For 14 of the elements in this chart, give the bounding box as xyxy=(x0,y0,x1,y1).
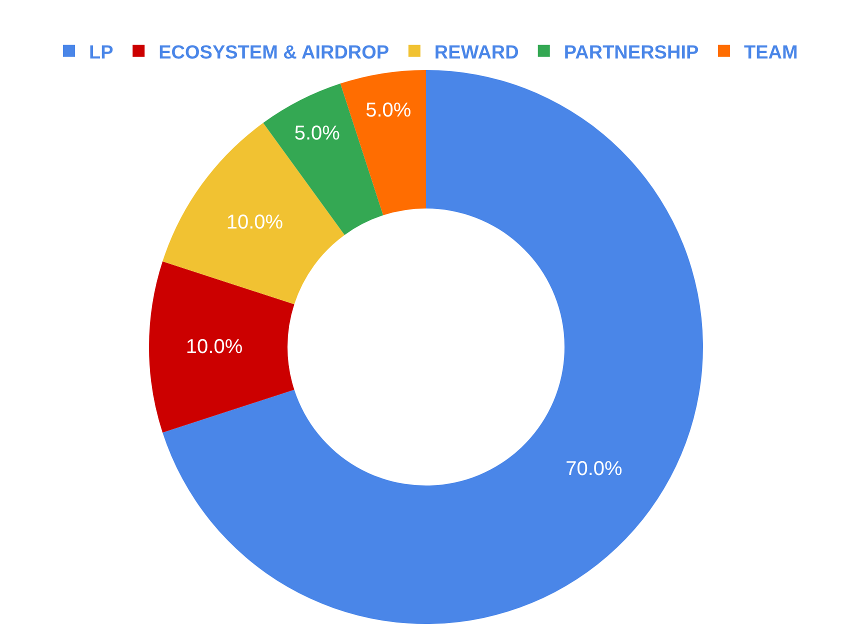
donut-slice xyxy=(162,70,703,624)
legend-label: PARTNERSHIP xyxy=(564,42,699,64)
data-label: 10.0% xyxy=(186,336,243,358)
legend-label: ECOSYSTEM & AIRDROP xyxy=(158,42,390,64)
legend-label: REWARD xyxy=(434,42,519,64)
data-label: 10.0% xyxy=(226,212,284,234)
donut-slice xyxy=(150,261,294,433)
data-label: 5.0% xyxy=(294,122,340,145)
data-label: 5.0% xyxy=(366,99,412,122)
donut-slice xyxy=(340,70,426,216)
data-label: 70.0% xyxy=(566,458,623,480)
legend-label: TEAM xyxy=(744,42,798,64)
legend-label: LP xyxy=(89,42,114,64)
donut-slice xyxy=(162,122,345,304)
